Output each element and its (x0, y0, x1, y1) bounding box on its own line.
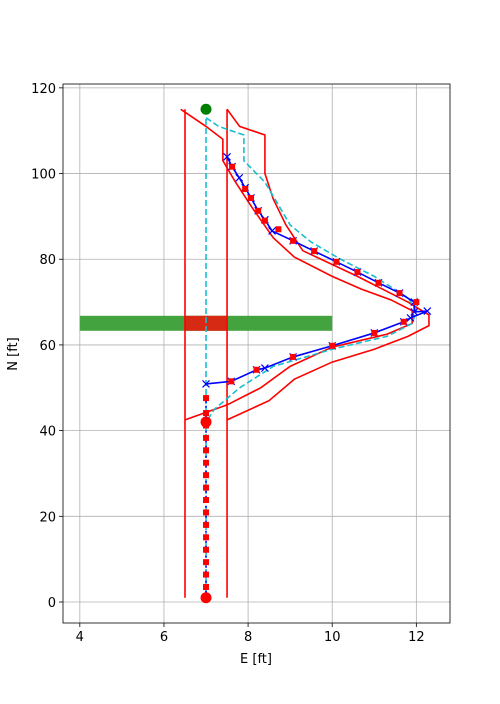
marker (410, 308, 419, 316)
marker (200, 416, 212, 428)
marker (203, 484, 210, 491)
marker (400, 318, 407, 325)
y-tick-label: 20 (39, 510, 56, 525)
marker (406, 314, 415, 322)
x-tick-label: 8 (244, 630, 252, 645)
y-tick-label: 60 (39, 339, 56, 354)
marker (396, 290, 403, 297)
marker (248, 194, 255, 201)
marker (354, 269, 361, 276)
plot-area (79, 103, 432, 604)
marker (203, 395, 210, 402)
x-axis-label: E [ft] (240, 652, 272, 667)
y-tick-label: 100 (31, 168, 56, 183)
x-tick-label: 10 (324, 630, 341, 645)
marker (203, 584, 210, 591)
marker (202, 379, 210, 388)
marker (228, 378, 235, 385)
region (184, 315, 228, 331)
marker (242, 185, 249, 192)
x-tick-label: 6 (160, 630, 168, 645)
marker (203, 571, 210, 578)
series-line (205, 117, 418, 423)
marker (203, 497, 210, 504)
marker (290, 237, 297, 244)
marker (290, 353, 297, 360)
series-line (180, 108, 413, 421)
marker (261, 217, 268, 224)
marker (255, 207, 262, 214)
y-tick-label: 0 (48, 596, 56, 611)
marker (235, 173, 244, 182)
marker (371, 329, 378, 336)
series-line (226, 108, 430, 421)
marker (268, 227, 276, 235)
marker (311, 248, 318, 255)
marker (203, 459, 210, 466)
marker (275, 226, 282, 233)
y-tick-label: 80 (39, 253, 56, 268)
y-axis-label: N [ft] (6, 337, 21, 370)
marker (253, 366, 260, 373)
y-tick-label: 120 (31, 82, 56, 97)
marker (203, 434, 210, 441)
marker (203, 447, 210, 454)
x-tick-label: 12 (408, 630, 425, 645)
x-tick-label: 4 (76, 630, 84, 645)
marker (203, 534, 210, 541)
marker (375, 279, 382, 286)
marker (423, 307, 432, 316)
marker (203, 509, 210, 516)
marker (203, 472, 210, 479)
marker (260, 364, 269, 372)
marker (203, 546, 210, 553)
marker (203, 559, 210, 566)
marker (333, 258, 340, 265)
axes-frame (62, 83, 451, 624)
y-tick-label: 40 (39, 425, 56, 440)
marker (413, 299, 420, 306)
marker (200, 592, 212, 604)
marker (223, 152, 231, 161)
marker (329, 342, 336, 349)
marker (203, 521, 210, 528)
marker (200, 103, 212, 115)
marker (229, 163, 236, 170)
marker (203, 410, 210, 417)
